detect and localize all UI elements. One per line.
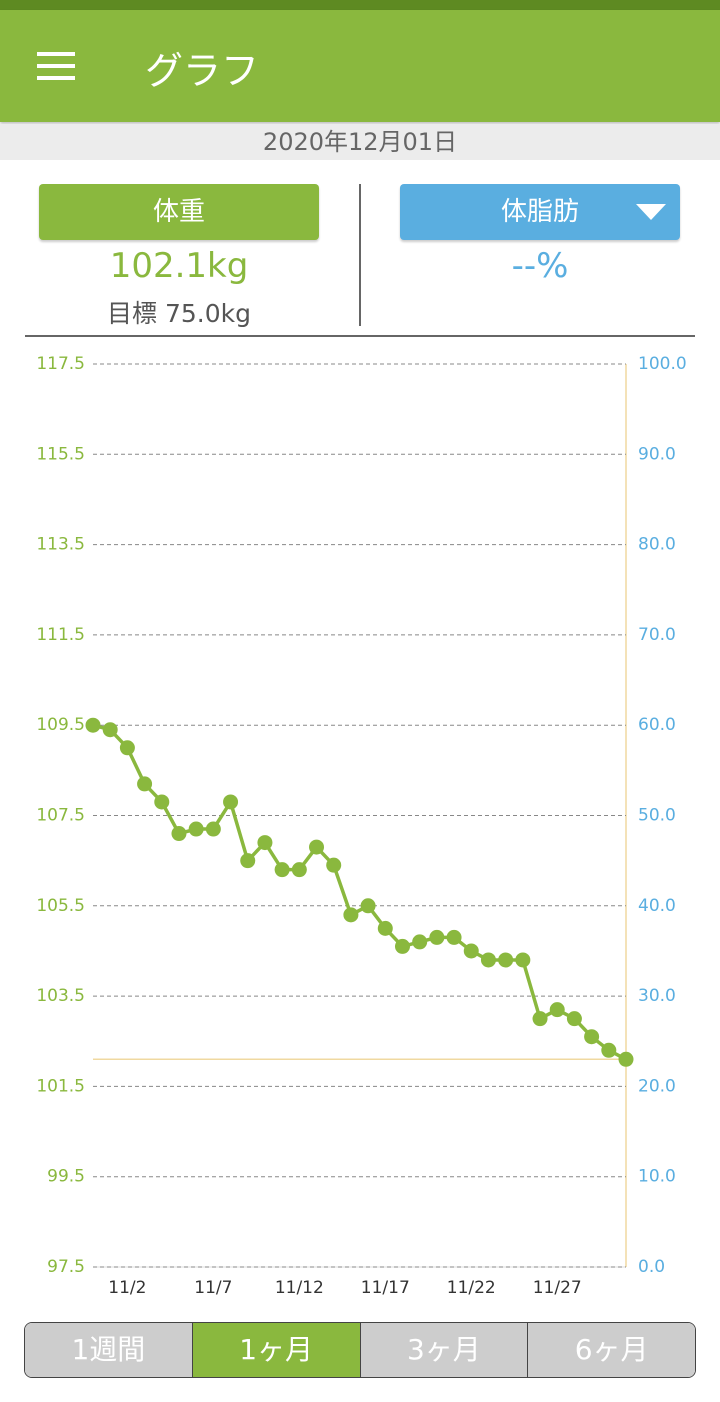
y2-tick-label: 10.0: [638, 1167, 676, 1187]
period-tab[interactable]: 3ヶ月: [360, 1323, 529, 1377]
data-point: [601, 1042, 617, 1058]
y-tick-label: 115.5: [36, 444, 85, 464]
x-tick-label: 11/17: [361, 1278, 410, 1298]
data-point: [85, 717, 101, 733]
y2-tick-label: 20.0: [638, 1076, 676, 1096]
y2-tick-label: 40.0: [638, 896, 676, 916]
y-tick-label: 101.5: [36, 1076, 85, 1096]
weight-button[interactable]: 体重: [39, 184, 319, 240]
y2-tick-label: 50.0: [638, 806, 676, 826]
data-point: [412, 934, 428, 950]
divider: [25, 335, 695, 337]
data-point: [274, 862, 290, 878]
y-tick-label: 103.5: [36, 986, 85, 1006]
y-tick-label: 99.5: [47, 1167, 85, 1187]
chart: 97.5 99.5 101.5 103.5 105.5 107.5 109.5 111.5 11…: [36, 354, 687, 1298]
data-point: [119, 740, 135, 756]
app-bar: [0, 10, 720, 122]
data-point: [137, 776, 153, 792]
data-point: [326, 857, 342, 873]
data-point: [515, 952, 531, 968]
period-tabs: 1週間 1ヶ月 3ヶ月 6ヶ月: [24, 1322, 696, 1378]
y-tick-label: 111.5: [36, 625, 85, 645]
data-point: [618, 1051, 634, 1067]
data-point: [429, 929, 445, 945]
y2-tick-label: 80.0: [638, 535, 676, 555]
y-tick-label: 109.5: [36, 715, 85, 735]
data-point: [584, 1029, 600, 1045]
data-point: [154, 794, 170, 810]
y-tick-label: 97.5: [47, 1257, 85, 1277]
y2-tick-label: 100.0: [638, 354, 687, 374]
y2-tick-label: 90.0: [638, 444, 676, 464]
data-point: [240, 853, 256, 869]
data-point: [394, 938, 410, 954]
data-point: [480, 952, 496, 968]
screen-title: グラフ: [145, 49, 260, 93]
data-point: [309, 839, 325, 855]
data-point: [549, 1002, 565, 1018]
x-tick-label: 11/22: [447, 1278, 496, 1298]
x-tick-label: 11/7: [194, 1278, 232, 1298]
y2-tick-label: 70.0: [638, 625, 676, 645]
weight-line: [92, 723, 627, 1061]
divider: [359, 184, 361, 326]
y-tick-label: 113.5: [36, 535, 85, 555]
data-point: [171, 826, 187, 842]
period-tab[interactable]: 6ヶ月: [528, 1323, 695, 1377]
data-point: [377, 920, 393, 936]
data-point: [188, 821, 204, 837]
data-point: [223, 794, 239, 810]
dropdown-arrow: [636, 204, 666, 220]
data-point: [205, 821, 221, 837]
status-bar: [0, 0, 720, 10]
data-point: [566, 1011, 582, 1027]
data-point: [498, 952, 514, 968]
data-point: [102, 722, 118, 738]
x-tick-label: 11/27: [533, 1278, 582, 1298]
data-point: [532, 1011, 548, 1027]
y2-tick-label: 60.0: [638, 715, 676, 735]
fat-button[interactable]: 体脂肪: [400, 184, 680, 240]
data-point: [446, 929, 462, 945]
data-point: [343, 907, 359, 923]
fat-label: 体脂肪: [500, 197, 579, 227]
data-point: [463, 943, 479, 959]
y2-tick-label: 30.0: [638, 986, 676, 1006]
weight-goal: 目標 75.0kg: [107, 299, 251, 328]
x-tick-label: 11/12: [275, 1278, 324, 1298]
weight-value: 102.1kg: [109, 246, 249, 286]
x-tick-label: 11/2: [108, 1278, 146, 1298]
y-tick-label: 105.5: [36, 896, 85, 916]
date-label: 2020年12月01日: [0, 124, 720, 160]
period-tab[interactable]: 1週間: [25, 1323, 193, 1377]
menu-button[interactable]: [37, 52, 75, 80]
period-tab[interactable]: 1ヶ月: [192, 1323, 361, 1377]
fat-value: --%: [511, 246, 569, 286]
y2-tick-label: 0.0: [638, 1257, 665, 1277]
data-point: [257, 835, 273, 851]
data-point: [360, 898, 376, 914]
y-tick-label: 107.5: [36, 806, 85, 826]
data-point: [291, 862, 307, 878]
y-tick-label: 117.5: [36, 354, 85, 374]
